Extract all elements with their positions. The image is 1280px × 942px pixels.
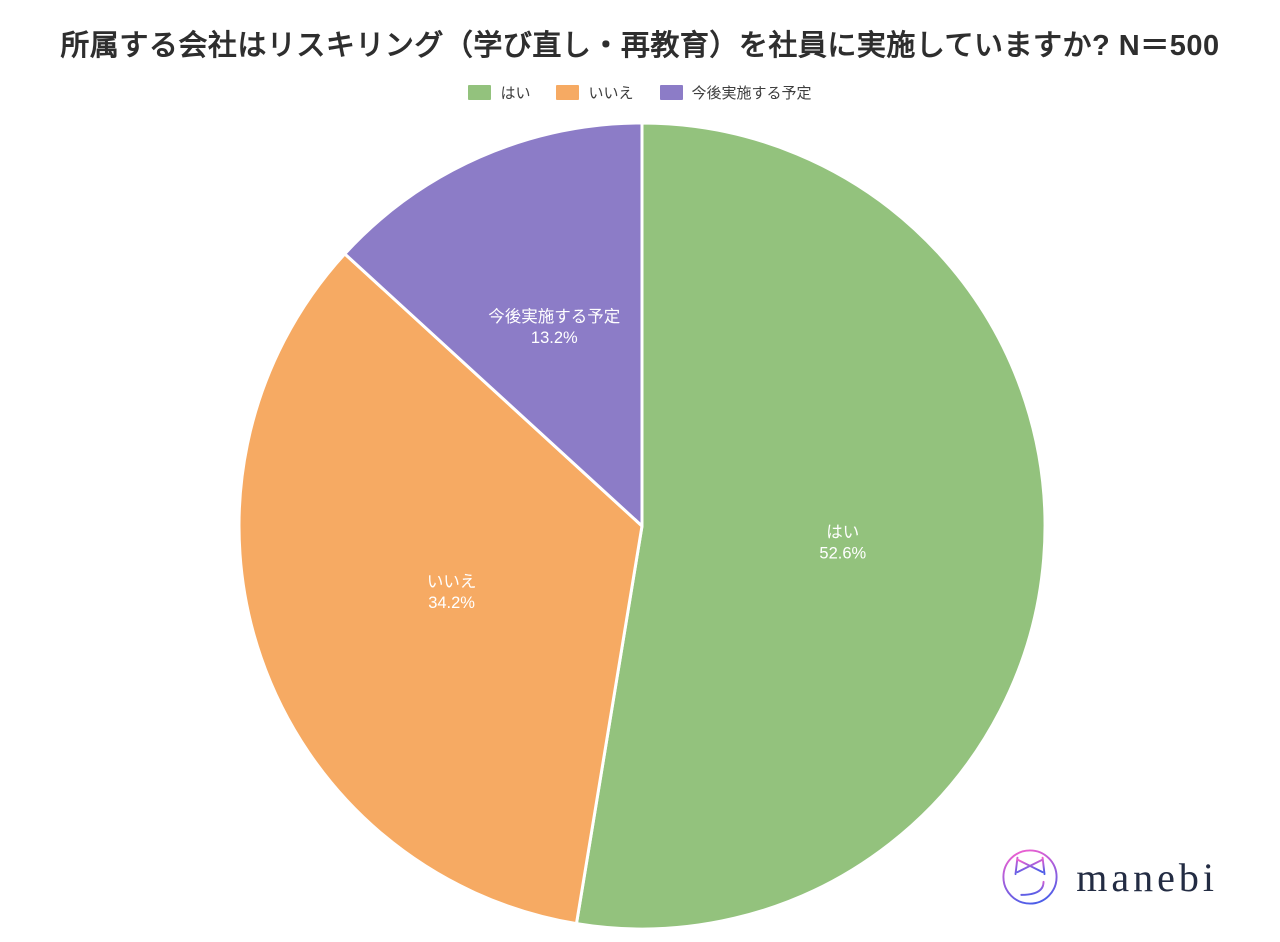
pie-slice-2 bbox=[343, 121, 644, 528]
legend-swatch-yotei bbox=[659, 85, 683, 100]
chart-title: 所属する会社はリスキリング（学び直し・再教育）を社員に実施していますか? N＝5… bbox=[60, 30, 1220, 62]
pie-slice-0 bbox=[574, 121, 1047, 931]
legend-swatch-hai bbox=[468, 85, 492, 100]
pie-slice-label-1: いいえ bbox=[427, 573, 477, 591]
legend-swatch-iie bbox=[556, 85, 580, 100]
pie-slice-percent-1: 34.2% bbox=[428, 594, 475, 612]
legend-item-iie: いいえ bbox=[556, 82, 634, 103]
pie-slice-label-0: はい bbox=[826, 523, 859, 541]
brand-name: manebi bbox=[1076, 854, 1218, 900]
legend-item-yotei: 今後実施する予定 bbox=[659, 82, 812, 103]
brand-lockup: manebi bbox=[1001, 848, 1218, 906]
pie-slice-1 bbox=[237, 252, 644, 926]
manebi-logo-icon bbox=[1002, 849, 1058, 905]
pie-slice-percent-0: 52.6% bbox=[819, 544, 866, 562]
legend-label-hai: はい bbox=[500, 85, 531, 102]
legend-label-yotei: 今後実施する予定 bbox=[691, 85, 812, 102]
pie-slice-percent-2: 13.2% bbox=[531, 329, 578, 347]
pie-slice-label-2: 今後実施する予定 bbox=[488, 307, 620, 326]
chart-legend: はい いいえ 今後実施する予定 bbox=[0, 82, 1280, 103]
legend-item-hai: はい bbox=[468, 82, 530, 103]
legend-label-iie: いいえ bbox=[588, 85, 634, 102]
